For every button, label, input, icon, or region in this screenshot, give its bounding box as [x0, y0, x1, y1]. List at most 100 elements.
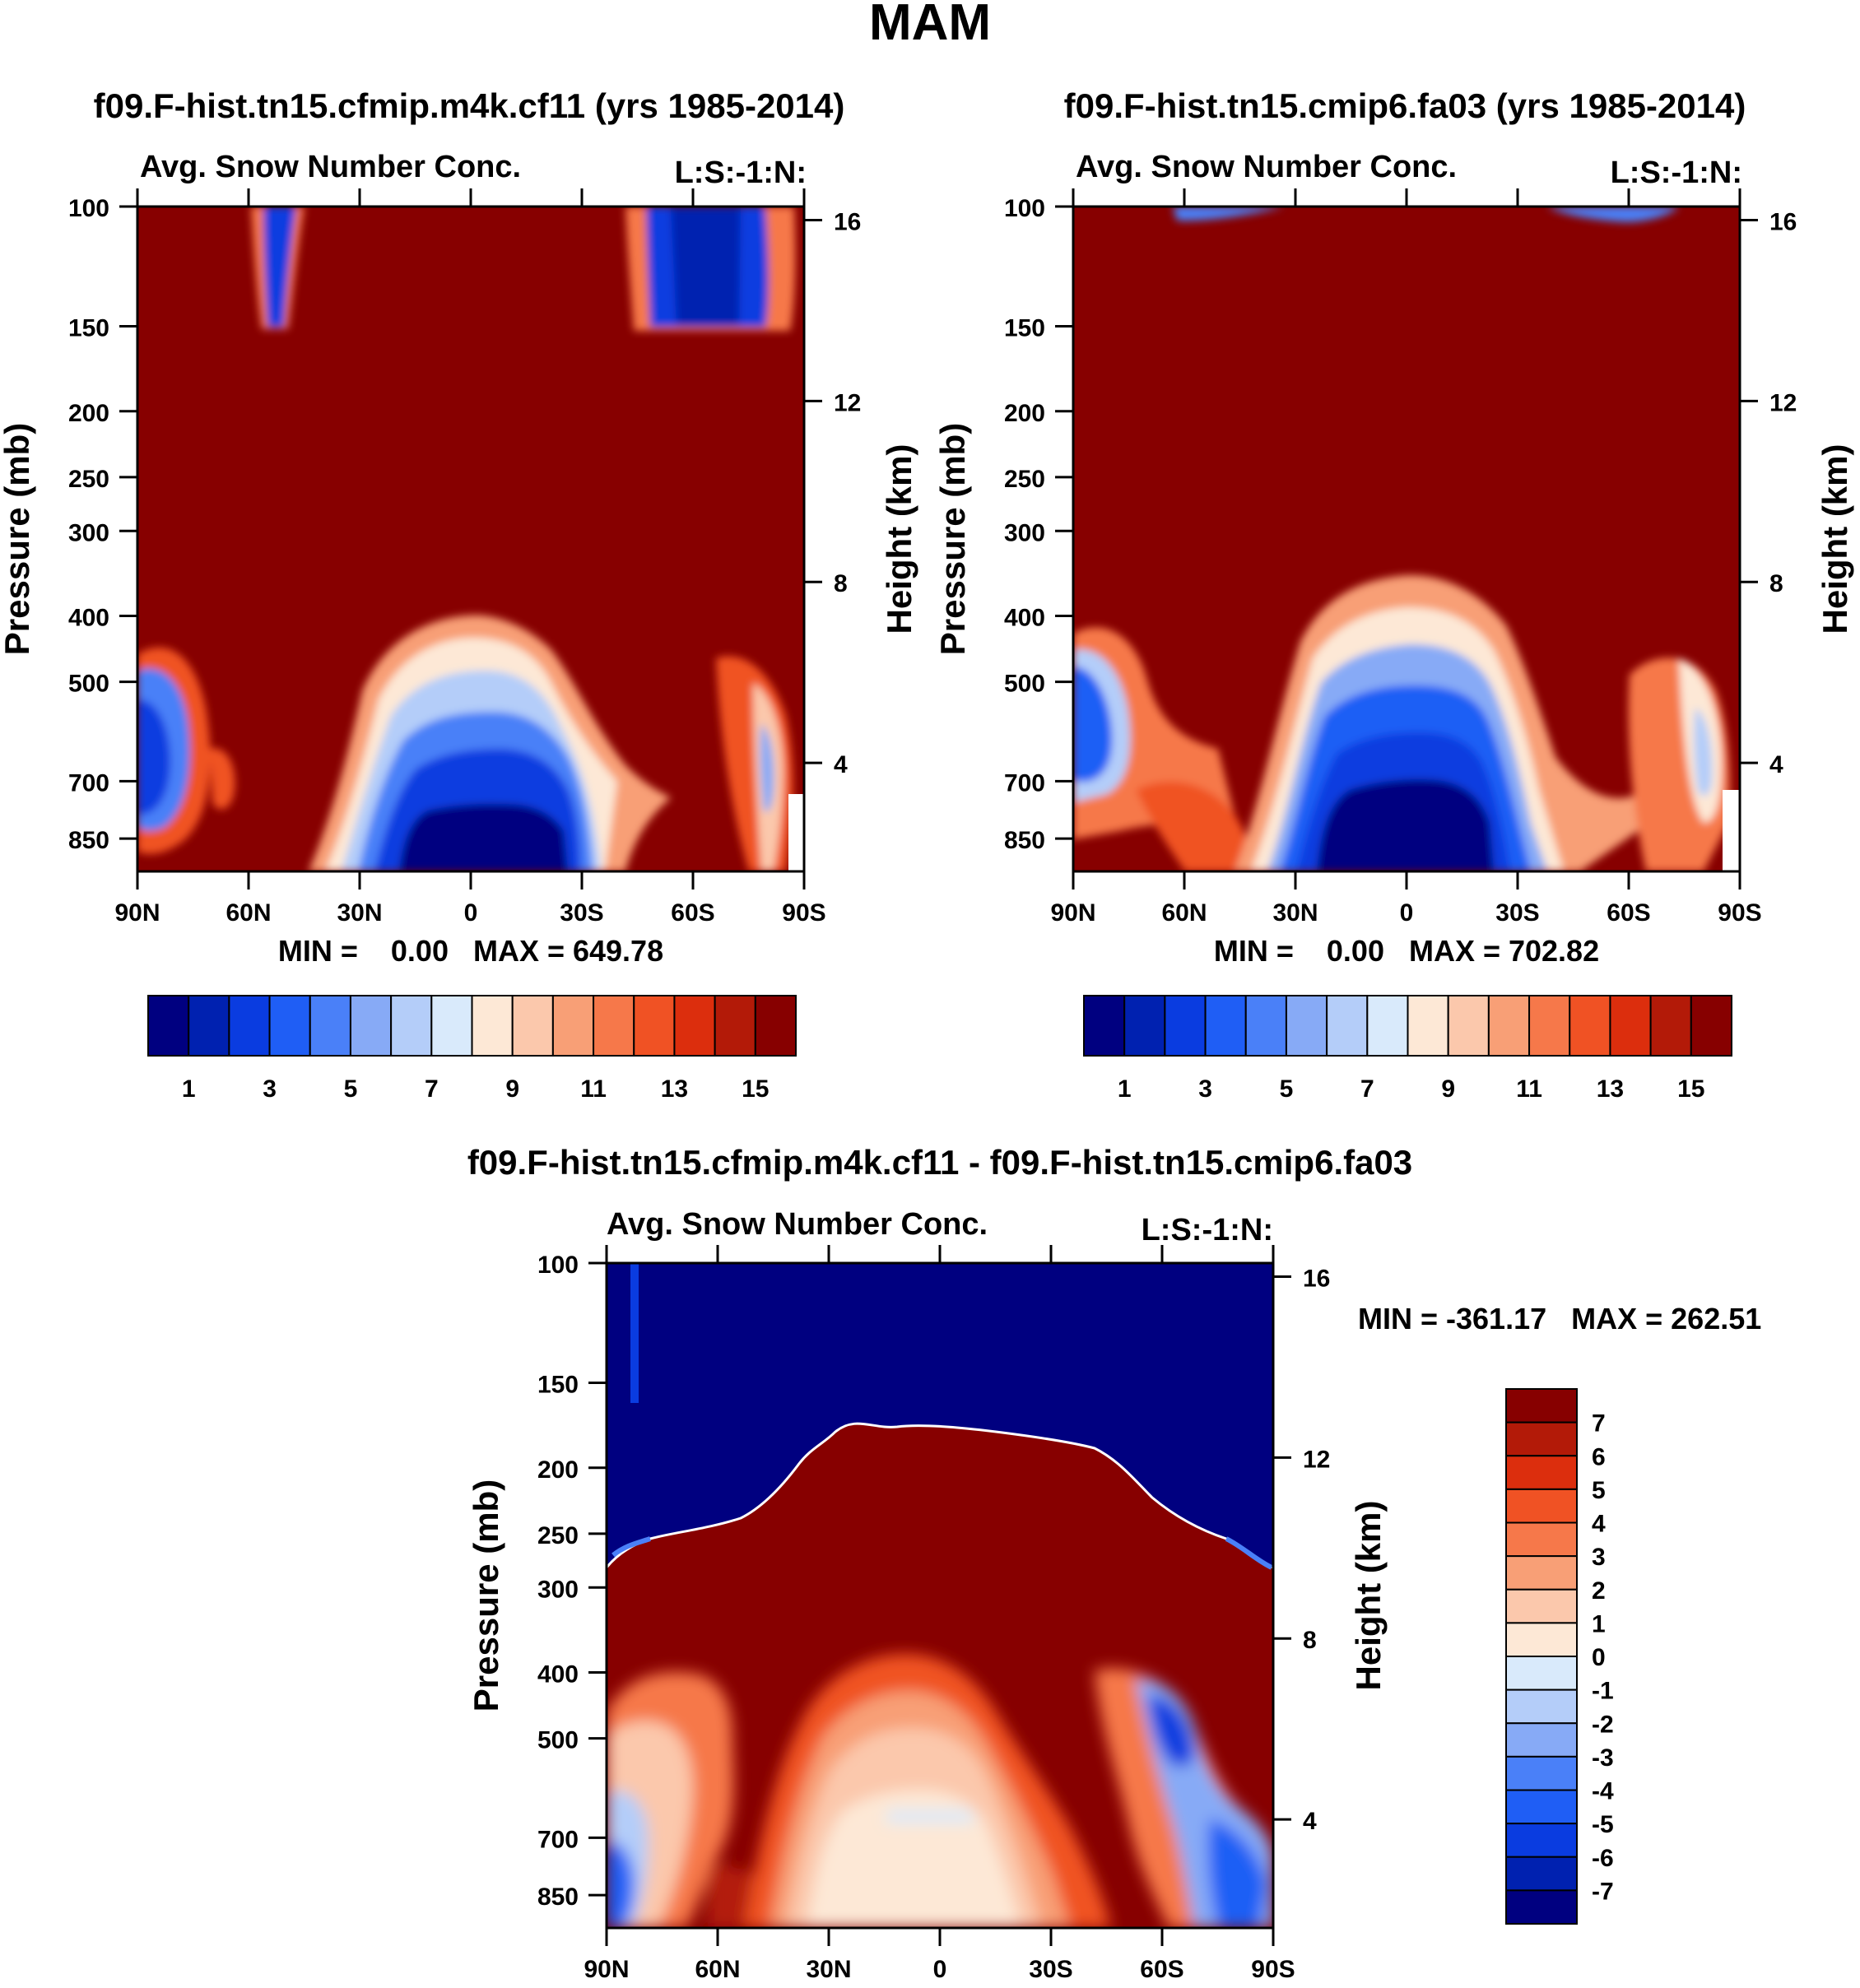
y-tick-label: 250	[1004, 466, 1045, 493]
x-tick-label: 0	[933, 1956, 947, 1983]
x-tick-label: 30S	[1495, 899, 1539, 927]
right-blob-core	[760, 724, 774, 812]
colorbar-label: 1	[182, 1075, 196, 1103]
panel-2-y2label: Height (km)	[1816, 444, 1854, 634]
colorbar-box	[1244, 995, 1287, 1057]
y-tick-label: 500	[68, 671, 109, 698]
colorbar-box	[1505, 1656, 1578, 1691]
colorbar-box	[430, 995, 473, 1057]
colorbar-box	[1083, 995, 1126, 1057]
panel-1-stats: MIN = 0.00 MAX = 649.78	[278, 934, 663, 968]
colorbar-box	[228, 995, 271, 1057]
y-tick-label: 400	[68, 605, 109, 632]
colorbar-label: 3	[1592, 1544, 1606, 1571]
colorbar-label: -3	[1592, 1744, 1614, 1772]
colorbar-label: 15	[1677, 1075, 1704, 1103]
top-streak-left	[1173, 207, 1284, 221]
colorbar-label: 7	[425, 1075, 439, 1103]
panel-2-y-axis: 100 150 200 250 300 400 500 700 850	[1004, 195, 1073, 854]
colorbar-label: 1	[1592, 1610, 1606, 1637]
colorbar-box	[1505, 1455, 1578, 1490]
colorbar-box	[1505, 1789, 1578, 1825]
top-streak-right	[1547, 207, 1679, 222]
y2-tick-label: 4	[834, 751, 848, 778]
upper-right-block-deep	[671, 207, 741, 326]
right-region-3	[1148, 1695, 1194, 1767]
y2-tick-label: 12	[1769, 389, 1797, 416]
panel-1: f09.F-hist.tn15.cfmip.m4k.cf11 (yrs 1985…	[0, 86, 918, 1103]
colorbar-box	[1505, 1856, 1578, 1892]
colorbar-label: 11	[580, 1075, 607, 1103]
colorbar-box	[1569, 995, 1611, 1057]
x-tick-label: 90N	[1050, 899, 1095, 927]
colorbar-box	[1123, 995, 1166, 1057]
y-tick-label: 850	[1004, 827, 1045, 854]
x-tick-label: 60N	[226, 899, 271, 927]
colorbar-box	[1366, 995, 1409, 1057]
panel-2-ylabel: Pressure (mb)	[933, 423, 972, 655]
panel-3: f09.F-hist.tn15.cfmip.m4k.cf11 - f09.F-h…	[467, 1143, 1761, 1983]
x-tick-label: 30S	[560, 899, 603, 927]
center-dome-core	[399, 803, 568, 871]
panel-3-subtitle-right: L:S:-1:N:	[1142, 1213, 1273, 1247]
x-tick-label: 90N	[584, 1956, 629, 1983]
colorbar-box	[1505, 1889, 1578, 1925]
y-tick-label: 300	[537, 1576, 579, 1603]
left-column-streak	[630, 1263, 639, 1403]
y-tick-label: 400	[1004, 605, 1045, 632]
panel-1-ylabel: Pressure (mb)	[0, 423, 36, 655]
colorbar-label: 9	[1441, 1075, 1455, 1103]
panel-2-y2-axis: 16 12 8 4	[1740, 208, 1797, 778]
y2-tick-label: 4	[1303, 1808, 1317, 1835]
colorbar-box	[1407, 995, 1449, 1057]
y2-tick-label: 8	[1769, 570, 1783, 597]
panel-2-colorbar: 1 3 5 7 9 11 13 15	[1083, 995, 1732, 1103]
colorbar-label: 9	[505, 1075, 519, 1103]
panel-3-stats: MIN = -361.17 MAX = 262.51	[1358, 1302, 1761, 1335]
colorbar-label: -7	[1592, 1878, 1614, 1905]
colorbar-box	[1505, 1755, 1578, 1791]
x-tick-label: 30N	[337, 899, 382, 927]
left-low-4	[607, 1842, 635, 1928]
panel-1-x-axis: 90N 60N 30N 0 30S 60S 90S	[114, 188, 826, 927]
edge-highlight-right	[1225, 1536, 1273, 1570]
y-tick-label: 100	[537, 1252, 579, 1279]
colorbar-label: 0	[1592, 1644, 1606, 1671]
x-tick-label: 30N	[806, 1956, 851, 1983]
x-tick-label: 60N	[695, 1956, 740, 1983]
colorbar-box	[349, 995, 393, 1057]
colorbar-label: 7	[1360, 1075, 1374, 1103]
x-tick-label: 90S	[782, 899, 825, 927]
x-tick-label: 90S	[1251, 1956, 1295, 1983]
y-tick-label: 700	[1004, 769, 1045, 797]
colorbar-box	[1505, 1823, 1578, 1858]
colorbar-box	[1528, 995, 1571, 1057]
y-tick-label: 400	[537, 1661, 579, 1688]
colorbar-box	[390, 995, 433, 1057]
colorbar-box	[1285, 995, 1328, 1057]
y-tick-label: 100	[1004, 195, 1045, 222]
colorbar-label: 1	[1118, 1075, 1132, 1103]
colorbar-box	[1326, 995, 1369, 1057]
y2-tick-label: 4	[1769, 751, 1783, 778]
center-dome-negative-streaks	[885, 1810, 975, 1823]
panel-1-y2label: Height (km)	[880, 444, 918, 634]
colorbar-label: 3	[1198, 1075, 1212, 1103]
y2-tick-label: 12	[1303, 1446, 1330, 1473]
colorbar-label: 5	[344, 1075, 358, 1103]
x-tick-label: 30N	[1272, 899, 1318, 927]
left-secondary	[210, 748, 235, 810]
y-tick-label: 300	[1004, 519, 1045, 546]
colorbar-box	[1505, 1388, 1578, 1424]
x-tick-label: 0	[464, 899, 478, 927]
colorbar-label: -5	[1592, 1811, 1614, 1838]
y-tick-label: 700	[537, 1826, 579, 1853]
x-tick-label: 0	[1400, 899, 1414, 927]
panel-1-title: f09.F-hist.tn15.cfmip.m4k.cf11 (yrs 1985…	[94, 86, 845, 125]
right-region-4	[1208, 1818, 1267, 1928]
x-tick-label: 60S	[1140, 1956, 1183, 1983]
left-blob-core	[1073, 667, 1113, 782]
y2-tick-label: 8	[1303, 1627, 1317, 1654]
missing-data-patch	[788, 794, 804, 871]
